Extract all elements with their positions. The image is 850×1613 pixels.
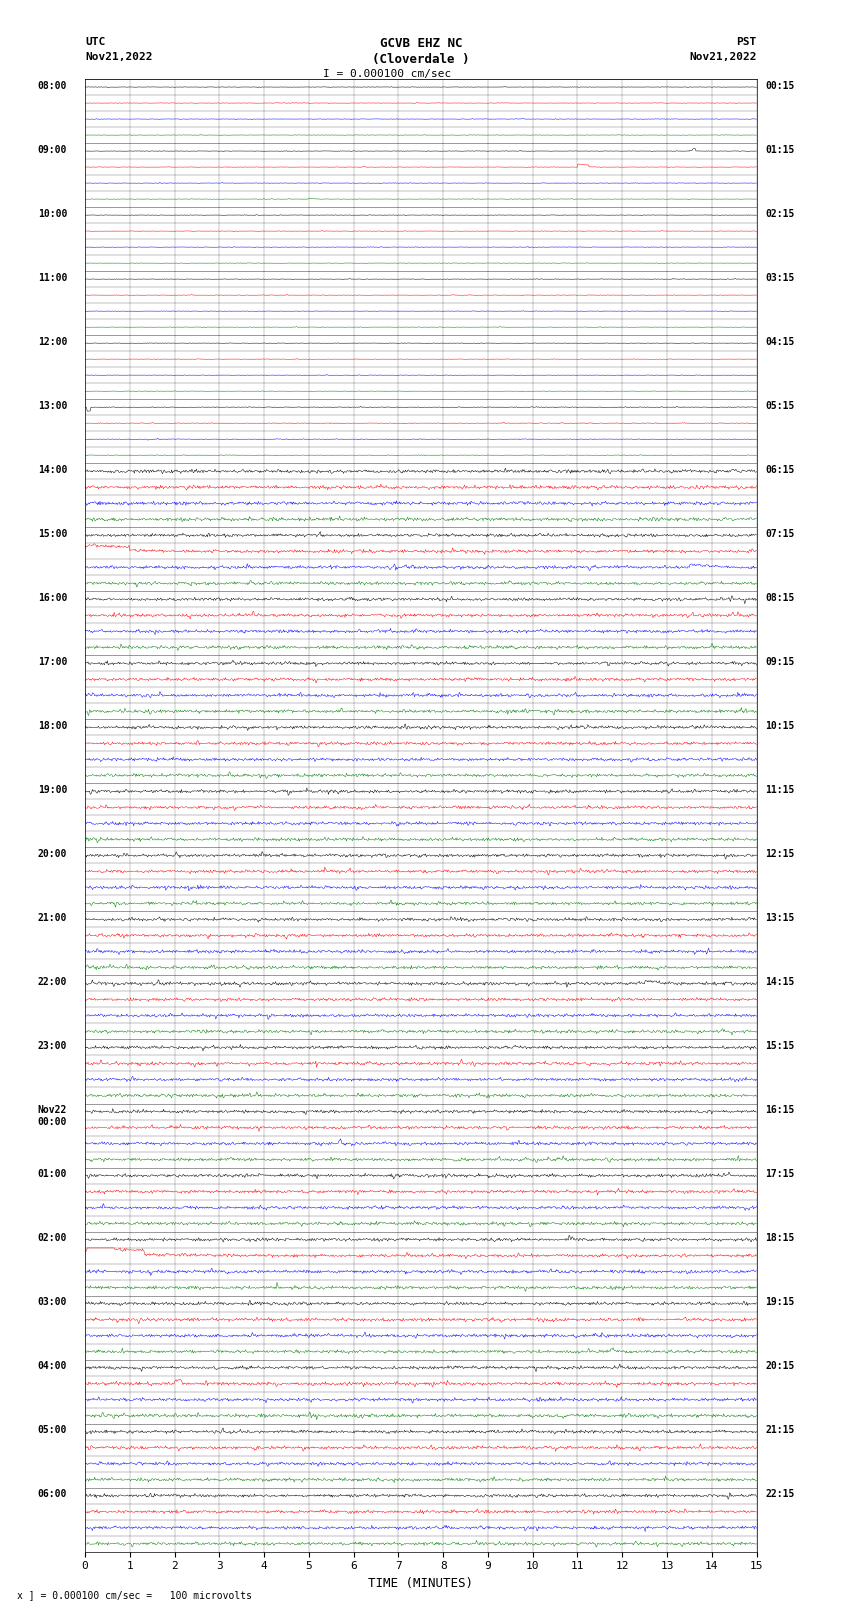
Text: 18:00: 18:00 — [37, 721, 67, 731]
Text: 01:00: 01:00 — [37, 1169, 67, 1179]
Text: 08:15: 08:15 — [766, 594, 795, 603]
Text: 06:00: 06:00 — [37, 1489, 67, 1498]
Text: 09:00: 09:00 — [37, 145, 67, 155]
Text: 11:00: 11:00 — [37, 273, 67, 282]
Text: 16:15: 16:15 — [766, 1105, 795, 1115]
Text: 02:15: 02:15 — [766, 208, 795, 219]
Text: (Cloverdale ): (Cloverdale ) — [372, 53, 469, 66]
Text: 20:00: 20:00 — [37, 848, 67, 860]
Text: 15:00: 15:00 — [37, 529, 67, 539]
Text: 10:15: 10:15 — [766, 721, 795, 731]
Text: 22:00: 22:00 — [37, 977, 67, 987]
Text: 03:15: 03:15 — [766, 273, 795, 282]
Text: 16:00: 16:00 — [37, 594, 67, 603]
Text: 04:00: 04:00 — [37, 1361, 67, 1371]
Text: 10:00: 10:00 — [37, 208, 67, 219]
Text: 13:00: 13:00 — [37, 400, 67, 411]
Text: 06:15: 06:15 — [766, 465, 795, 474]
Text: 03:00: 03:00 — [37, 1297, 67, 1307]
Text: 05:15: 05:15 — [766, 400, 795, 411]
Text: UTC: UTC — [85, 37, 105, 47]
Text: 07:15: 07:15 — [766, 529, 795, 539]
Text: 12:15: 12:15 — [766, 848, 795, 860]
Text: 04:15: 04:15 — [766, 337, 795, 347]
Text: 18:15: 18:15 — [766, 1234, 795, 1244]
Text: 21:15: 21:15 — [766, 1426, 795, 1436]
Text: I = 0.000100 cm/sec: I = 0.000100 cm/sec — [323, 69, 450, 79]
Text: Nov21,2022: Nov21,2022 — [689, 52, 756, 61]
X-axis label: TIME (MINUTES): TIME (MINUTES) — [368, 1578, 473, 1590]
Text: 08:00: 08:00 — [37, 81, 67, 90]
Text: 12:00: 12:00 — [37, 337, 67, 347]
Text: GCVB EHZ NC: GCVB EHZ NC — [379, 37, 462, 50]
Text: Nov21,2022: Nov21,2022 — [85, 52, 152, 61]
Text: 01:15: 01:15 — [766, 145, 795, 155]
Text: 14:00: 14:00 — [37, 465, 67, 474]
Text: 21:00: 21:00 — [37, 913, 67, 923]
Text: 17:00: 17:00 — [37, 656, 67, 666]
Text: x ] = 0.000100 cm/sec =   100 microvolts: x ] = 0.000100 cm/sec = 100 microvolts — [17, 1590, 252, 1600]
Text: 15:15: 15:15 — [766, 1040, 795, 1052]
Text: 19:00: 19:00 — [37, 786, 67, 795]
Text: 23:00: 23:00 — [37, 1040, 67, 1052]
Text: 22:15: 22:15 — [766, 1489, 795, 1498]
Text: 13:15: 13:15 — [766, 913, 795, 923]
Text: Nov22
00:00: Nov22 00:00 — [37, 1105, 67, 1127]
Text: PST: PST — [736, 37, 756, 47]
Text: 20:15: 20:15 — [766, 1361, 795, 1371]
Text: 17:15: 17:15 — [766, 1169, 795, 1179]
Text: 09:15: 09:15 — [766, 656, 795, 666]
Text: 11:15: 11:15 — [766, 786, 795, 795]
Text: 14:15: 14:15 — [766, 977, 795, 987]
Text: 02:00: 02:00 — [37, 1234, 67, 1244]
Text: 05:00: 05:00 — [37, 1426, 67, 1436]
Text: 19:15: 19:15 — [766, 1297, 795, 1307]
Text: 00:15: 00:15 — [766, 81, 795, 90]
